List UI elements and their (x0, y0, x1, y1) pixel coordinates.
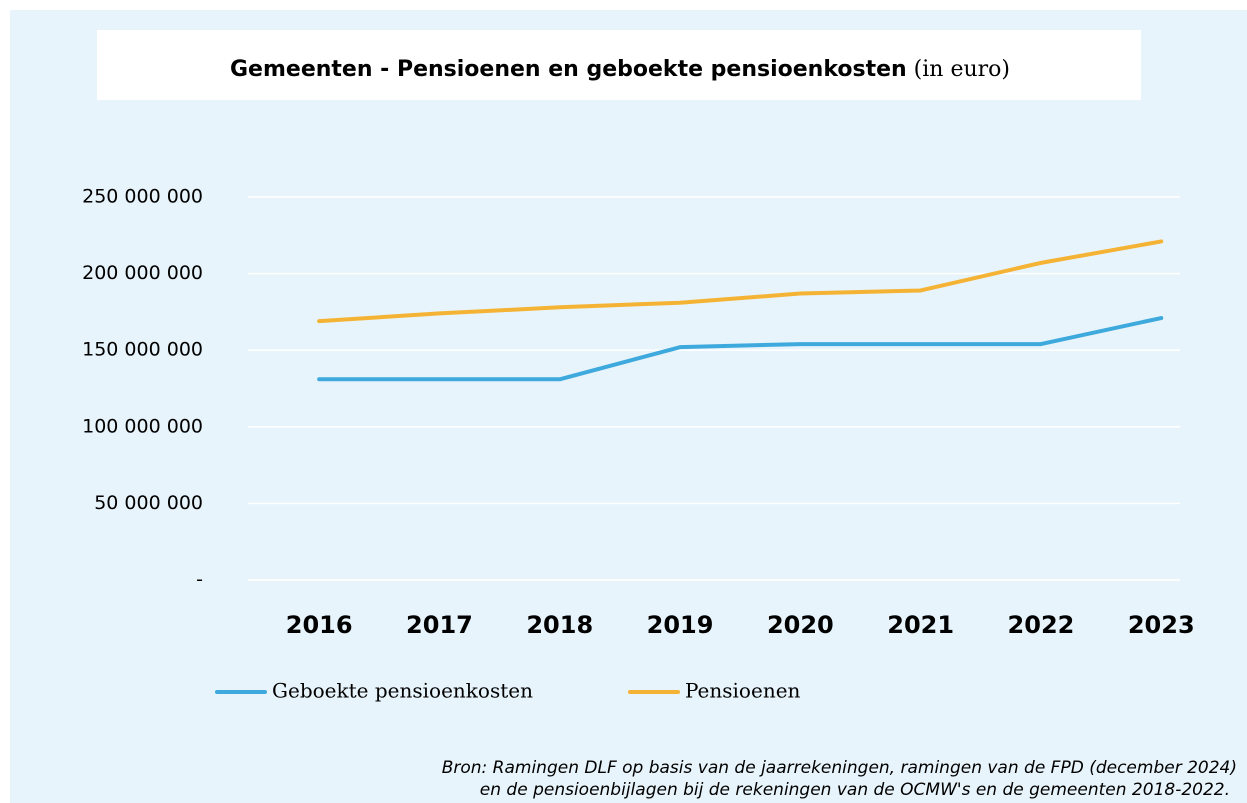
y-tick-label: 100 000 000 (82, 415, 203, 437)
series-line (317, 239, 1164, 324)
chart-background (10, 10, 1247, 803)
x-tick-label: 2017 (406, 611, 473, 639)
y-tick-label: 250 000 000 (82, 186, 203, 208)
source-line: en de pensioenbijlagen bij de rekeningen… (480, 780, 1230, 800)
x-tick-label: 2019 (647, 611, 714, 639)
x-tick-label: 2021 (887, 611, 954, 639)
source-line: Bron: Ramingen DLF op basis van de jaarr… (442, 758, 1237, 778)
y-tick-label: 200 000 000 (82, 262, 203, 284)
x-tick-label: 2020 (767, 611, 834, 639)
plot-area: - 50 000 000 100 000 000 150 000 000 200 000… (82, 186, 1195, 703)
legend-label: Geboekte pensioenkosten (272, 679, 533, 703)
x-tick-label: 2018 (526, 611, 593, 639)
chart-title: Gemeenten - Pensioenen en geboekte pensi… (230, 57, 1010, 82)
title-main: Gemeenten - Pensioenen en geboekte pensi… (230, 57, 907, 82)
x-tick-label: 2023 (1128, 611, 1195, 639)
y-tick-label: - (196, 569, 203, 591)
legend-label: Pensioenen (685, 679, 801, 703)
series-line (317, 316, 1164, 382)
x-tick-label: 2016 (286, 611, 353, 639)
x-tick-label: 2022 (1008, 611, 1075, 639)
title-note: (in euro) (914, 57, 1010, 82)
y-tick-label: 150 000 000 (82, 339, 203, 361)
title-box (97, 30, 1141, 100)
y-tick-label: 50 000 000 (94, 492, 203, 514)
